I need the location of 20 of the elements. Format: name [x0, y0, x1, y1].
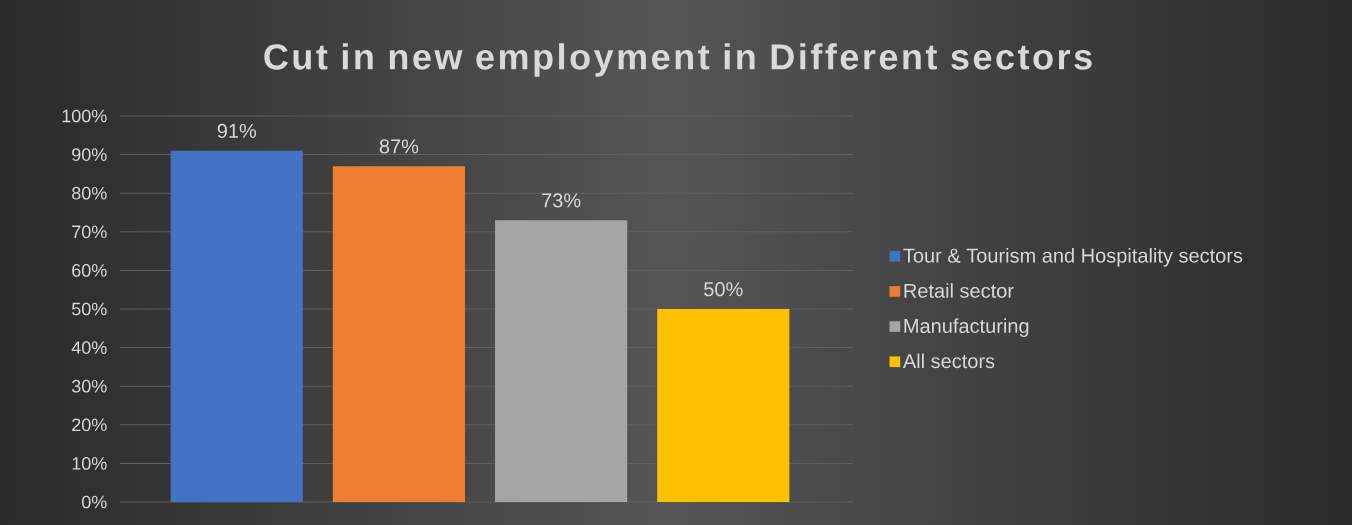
y-tick-label: 80%: [72, 186, 107, 200]
y-tick-label: 30%: [71, 379, 107, 393]
legend-label: Retail sector: [904, 283, 1014, 298]
chart-title: Cut in new employment in Different sectors: [264, 43, 1092, 77]
data-label: 87%: [379, 139, 419, 154]
data-label: 50%: [704, 282, 743, 297]
y-tick-label: 70%: [72, 225, 107, 239]
y-tick-label: 10%: [72, 457, 107, 470]
legend-label: Tour & Tourism and Hospitality sectors: [903, 248, 1243, 267]
legend-label: Manufacturing: [904, 318, 1029, 337]
y-tick-label: 50%: [71, 302, 107, 316]
y-tick-label: 60%: [72, 264, 107, 277]
data-label: 91%: [217, 123, 257, 139]
y-tick-label: 0%: [81, 495, 107, 509]
y-tick-label: 90%: [72, 148, 107, 161]
y-tick-label: 100%: [62, 109, 107, 123]
y-tick-label: 40%: [71, 341, 107, 354]
legend-label: All sectors: [902, 353, 995, 369]
y-tick-label: 20%: [72, 418, 107, 432]
data-label: 73%: [542, 193, 581, 208]
